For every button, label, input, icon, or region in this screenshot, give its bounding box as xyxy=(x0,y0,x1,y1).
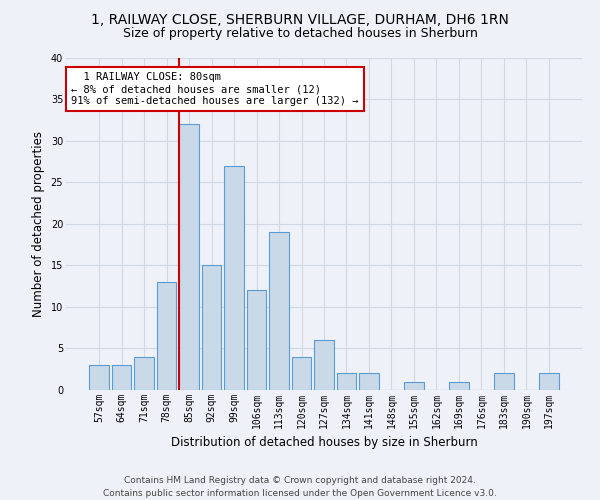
Bar xyxy=(494,374,514,390)
Bar xyxy=(112,365,131,390)
Bar xyxy=(269,232,289,390)
Text: 1, RAILWAY CLOSE, SHERBURN VILLAGE, DURHAM, DH6 1RN: 1, RAILWAY CLOSE, SHERBURN VILLAGE, DURH… xyxy=(91,12,509,26)
Bar xyxy=(292,357,311,390)
Bar xyxy=(224,166,244,390)
Bar xyxy=(202,266,221,390)
Bar xyxy=(247,290,266,390)
Text: Contains HM Land Registry data © Crown copyright and database right 2024.
Contai: Contains HM Land Registry data © Crown c… xyxy=(103,476,497,498)
Y-axis label: Number of detached properties: Number of detached properties xyxy=(32,130,45,317)
X-axis label: Distribution of detached houses by size in Sherburn: Distribution of detached houses by size … xyxy=(170,436,478,450)
Bar xyxy=(404,382,424,390)
Bar xyxy=(89,365,109,390)
Text: Size of property relative to detached houses in Sherburn: Size of property relative to detached ho… xyxy=(122,28,478,40)
Bar xyxy=(449,382,469,390)
Bar xyxy=(134,357,154,390)
Bar xyxy=(179,124,199,390)
Bar xyxy=(539,374,559,390)
Bar xyxy=(314,340,334,390)
Text: 1 RAILWAY CLOSE: 80sqm
← 8% of detached houses are smaller (12)
91% of semi-deta: 1 RAILWAY CLOSE: 80sqm ← 8% of detached … xyxy=(71,72,359,106)
Bar xyxy=(359,374,379,390)
Bar xyxy=(157,282,176,390)
Bar xyxy=(337,374,356,390)
